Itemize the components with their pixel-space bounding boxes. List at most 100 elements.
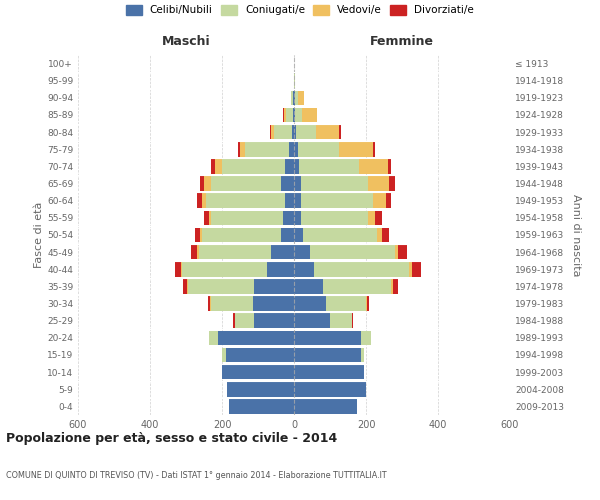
Text: Maschi: Maschi	[161, 35, 211, 48]
Bar	[373, 194, 386, 208]
Bar	[293, 108, 294, 122]
Bar	[294, 142, 298, 156]
Bar	[202, 194, 206, 208]
Bar	[286, 108, 293, 122]
Bar	[294, 176, 301, 191]
Bar	[294, 348, 361, 362]
Bar	[238, 142, 240, 156]
Bar	[302, 108, 317, 122]
Bar	[233, 314, 235, 328]
Bar	[367, 296, 368, 311]
Bar	[294, 194, 301, 208]
Bar	[274, 125, 292, 140]
Bar	[294, 90, 295, 105]
Bar	[375, 210, 382, 225]
Bar	[294, 382, 366, 396]
Bar	[298, 142, 339, 156]
Bar	[200, 176, 204, 191]
Bar	[395, 245, 398, 260]
Bar	[368, 210, 375, 225]
Bar	[235, 314, 254, 328]
Bar	[352, 314, 353, 328]
Bar	[222, 348, 226, 362]
Bar	[181, 262, 182, 276]
Bar	[314, 262, 409, 276]
Bar	[293, 90, 294, 105]
Bar	[211, 159, 215, 174]
Bar	[316, 125, 339, 140]
Bar	[295, 108, 302, 122]
Bar	[373, 142, 375, 156]
Bar	[254, 314, 294, 328]
Bar	[204, 176, 211, 191]
Bar	[299, 159, 359, 174]
Bar	[294, 399, 357, 413]
Bar	[211, 210, 283, 225]
Bar	[377, 228, 382, 242]
Bar	[310, 245, 395, 260]
Bar	[294, 279, 323, 293]
Bar	[240, 142, 245, 156]
Bar	[339, 142, 373, 156]
Bar	[291, 90, 292, 105]
Legend: Celibi/Nubili, Coniugati/e, Vedovi/e, Divorziati/e: Celibi/Nubili, Coniugati/e, Vedovi/e, Di…	[126, 5, 474, 15]
Bar	[294, 108, 295, 122]
Bar	[285, 194, 294, 208]
Bar	[285, 159, 294, 174]
Bar	[389, 176, 395, 191]
Text: COMUNE DI QUINTO DI TREVISO (TV) - Dati ISTAT 1° gennaio 2014 - Elaborazione TUT: COMUNE DI QUINTO DI TREVISO (TV) - Dati …	[6, 471, 386, 480]
Bar	[294, 330, 361, 345]
Bar	[386, 194, 391, 208]
Bar	[296, 125, 316, 140]
Bar	[222, 365, 294, 380]
Bar	[391, 279, 393, 293]
Bar	[188, 279, 254, 293]
Bar	[361, 330, 371, 345]
Bar	[197, 245, 199, 260]
Bar	[211, 296, 253, 311]
Bar	[245, 142, 289, 156]
Bar	[409, 262, 412, 276]
Bar	[184, 279, 187, 293]
Text: Femmine: Femmine	[370, 35, 434, 48]
Bar	[227, 382, 294, 396]
Bar	[294, 296, 326, 311]
Bar	[292, 125, 294, 140]
Y-axis label: Anni di nascita: Anni di nascita	[571, 194, 581, 276]
Bar	[208, 296, 211, 311]
Bar	[301, 210, 368, 225]
Bar	[301, 194, 373, 208]
Bar	[294, 159, 299, 174]
Bar	[211, 176, 281, 191]
Bar	[283, 210, 294, 225]
Bar	[301, 176, 368, 191]
Bar	[191, 245, 197, 260]
Bar	[226, 348, 294, 362]
Bar	[267, 262, 294, 276]
Bar	[294, 228, 303, 242]
Bar	[271, 125, 274, 140]
Bar	[199, 245, 271, 260]
Bar	[284, 108, 286, 122]
Bar	[202, 228, 281, 242]
Bar	[303, 228, 377, 242]
Bar	[197, 194, 202, 208]
Bar	[215, 159, 222, 174]
Bar	[295, 90, 298, 105]
Bar	[209, 330, 218, 345]
Bar	[294, 74, 295, 88]
Bar	[412, 262, 421, 276]
Bar	[283, 108, 284, 122]
Bar	[339, 125, 341, 140]
Bar	[209, 210, 211, 225]
Bar	[271, 245, 294, 260]
Bar	[294, 314, 330, 328]
Bar	[294, 365, 364, 380]
Bar	[294, 245, 310, 260]
Bar	[298, 90, 304, 105]
Bar	[200, 228, 202, 242]
Y-axis label: Fasce di età: Fasce di età	[34, 202, 44, 268]
Bar	[292, 90, 293, 105]
Bar	[366, 296, 367, 311]
Bar	[281, 176, 294, 191]
